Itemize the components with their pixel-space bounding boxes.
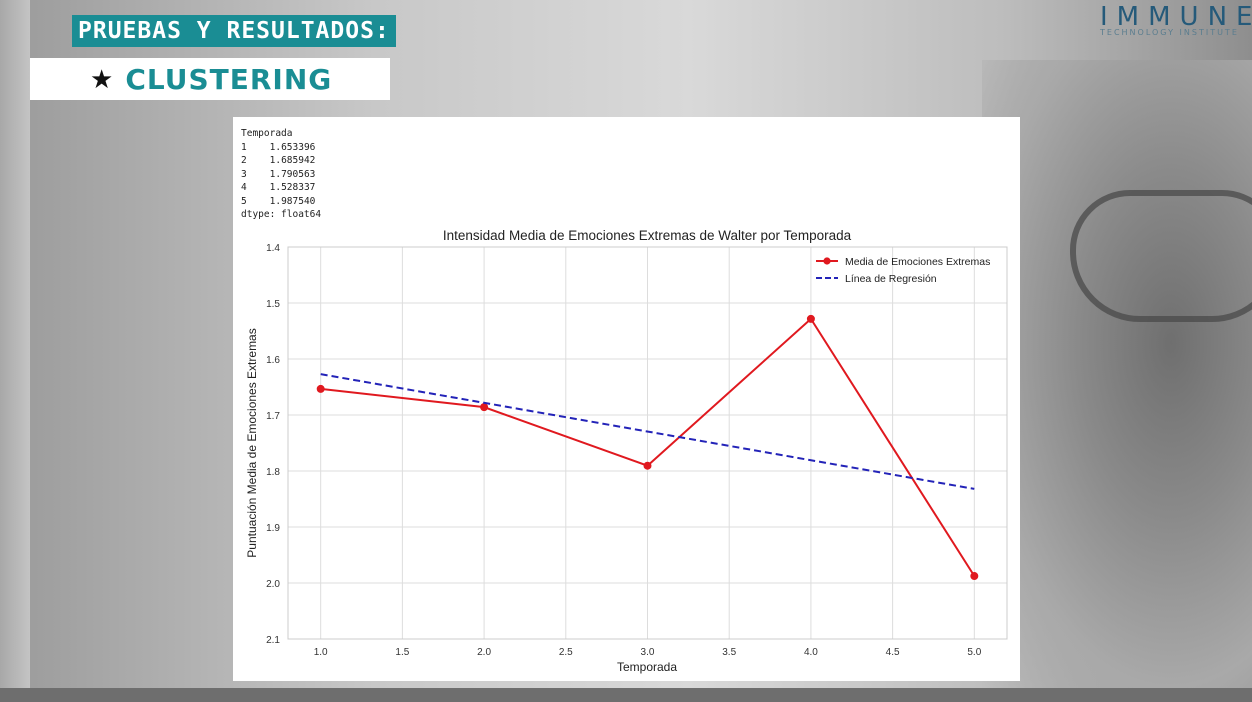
data-point — [970, 572, 979, 581]
x-tick-label: 3.0 — [641, 647, 655, 658]
x-tick-label: 4.0 — [804, 647, 818, 658]
plot-frame — [287, 246, 1008, 640]
line-chart: Intensidad Media de Emociones Extremas d… — [245, 228, 1008, 674]
x-tick-label: 2.5 — [559, 647, 573, 658]
y-tick-label: 1.8 — [266, 467, 280, 478]
data-point — [643, 461, 652, 470]
y-tick-label: 1.7 — [266, 411, 280, 422]
y-tick-label: 1.6 — [266, 355, 280, 366]
data-point — [316, 384, 325, 393]
data-point — [480, 403, 489, 412]
console-header: Temporada — [241, 128, 293, 139]
x-axis-label: Temporada — [617, 660, 677, 674]
console-dtype: dtype: float64 — [241, 209, 322, 220]
legend-entry-1: Media de Emociones Extremas — [845, 256, 990, 268]
y-tick-label: 2.0 — [266, 579, 280, 590]
console-row: 1 1.653396 — [241, 141, 316, 153]
data-point — [806, 314, 815, 323]
series-group — [316, 314, 979, 581]
legend-marker-1 — [823, 257, 831, 265]
x-tick-label: 1.0 — [314, 647, 328, 658]
console-row: 5 1.987540 — [241, 195, 316, 207]
background-glasses — [1070, 190, 1252, 322]
x-axis-ticks: 1.0 1.5 2.0 2.5 3.0 3.5 4.0 4.5 5.0 — [314, 647, 982, 658]
y-axis-ticks: 1.4 1.5 1.6 1.7 1.8 1.9 2.0 2.1 — [266, 243, 280, 646]
logo-main-text: IMMUNE — [1100, 2, 1252, 32]
console-output: Temporada 1 1.653396 2 1.685942 3 1.7905… — [241, 127, 321, 222]
chart-panel: Temporada 1 1.653396 2 1.685942 3 1.7905… — [233, 117, 1020, 681]
y-tick-label: 1.9 — [266, 523, 280, 534]
chart-title: Intensidad Media de Emociones Extremas d… — [443, 228, 852, 243]
y-tick-label: 2.1 — [266, 635, 280, 646]
y-axis-label: Puntuación Media de Emociones Extremas — [245, 328, 259, 557]
x-tick-label: 4.5 — [886, 647, 900, 658]
left-strip — [0, 0, 30, 702]
console-row: 2 1.685942 — [241, 155, 316, 166]
grid — [288, 246, 1007, 640]
y-tick-label: 1.4 — [266, 243, 280, 254]
console-row: 3 1.790563 — [241, 168, 316, 180]
y-tick-label: 1.5 — [266, 299, 280, 310]
background-portrait — [982, 60, 1252, 690]
x-tick-label: 1.5 — [395, 647, 409, 658]
series-line-regresion — [320, 373, 975, 490]
star-icon: ★ — [90, 63, 114, 94]
legend-entry-2: Línea de Regresión — [845, 273, 937, 285]
x-tick-label: 2.0 — [477, 647, 491, 658]
x-tick-label: 3.5 — [722, 647, 736, 658]
logo-sub-text: TECHNOLOGY INSTITUTE — [1100, 28, 1239, 37]
immune-logo: IMMUNE TECHNOLOGY INSTITUTE — [1100, 2, 1252, 37]
section-title: PRUEBAS Y RESULTADOS: — [72, 15, 396, 47]
bottom-strip — [0, 688, 1252, 702]
console-row: 4 1.528337 — [241, 182, 316, 193]
subtitle-text: CLUSTERING — [125, 62, 333, 96]
subtitle-box: ★ CLUSTERING — [30, 58, 390, 100]
x-tick-label: 5.0 — [967, 647, 981, 658]
legend: Media de Emociones Extremas Línea de Reg… — [816, 256, 990, 285]
